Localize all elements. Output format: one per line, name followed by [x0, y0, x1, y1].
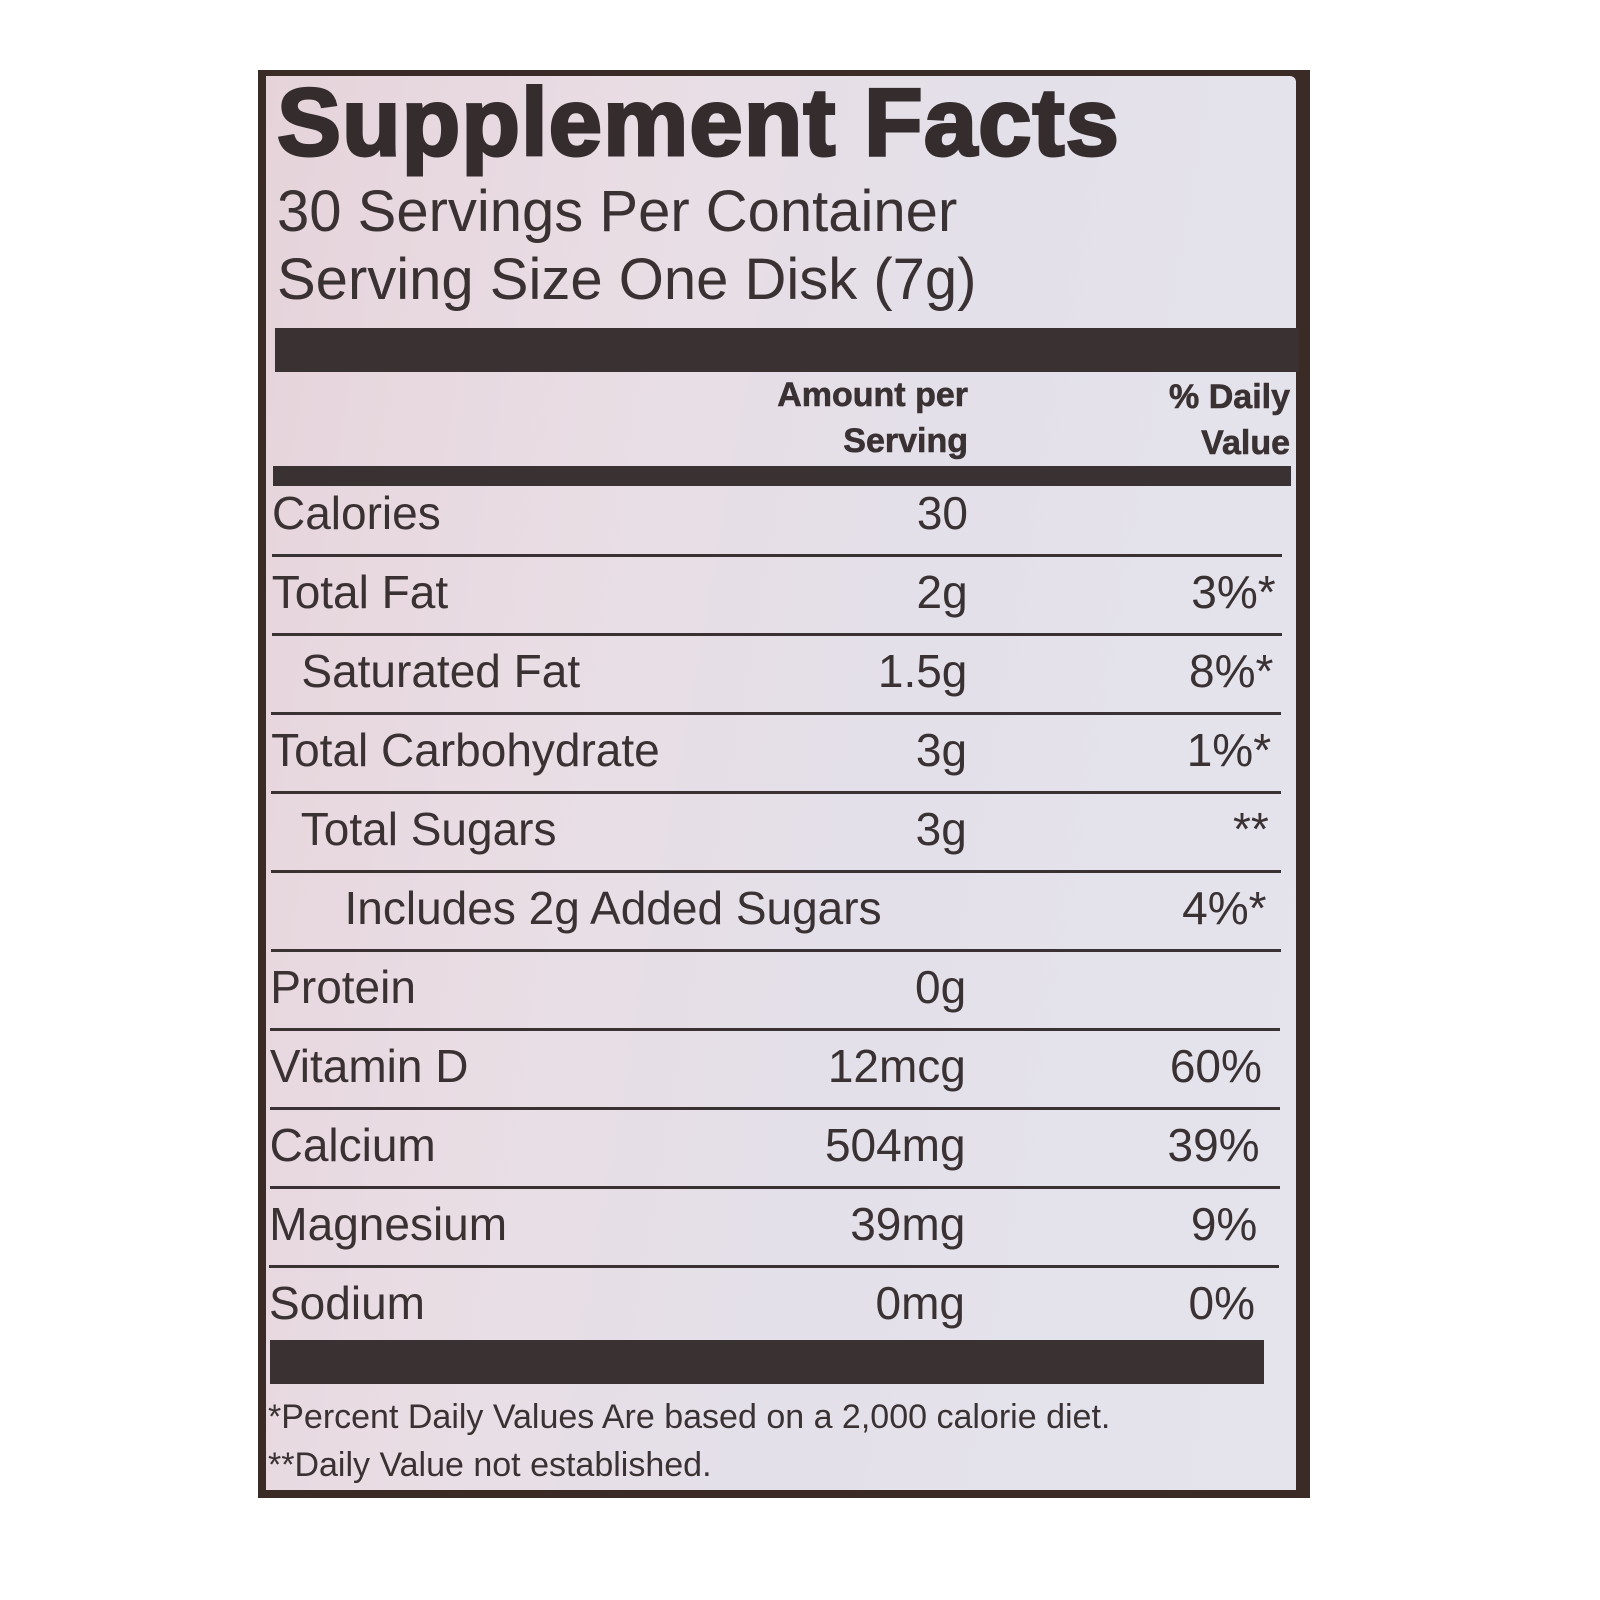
- nutrient-amount: 2g: [916, 566, 968, 618]
- nutrient-amount: 504mg: [824, 1119, 966, 1171]
- supplement-facts-panel: [266, 76, 1296, 1490]
- table-row: Protein 0g: [270, 952, 1281, 1031]
- table-row: Saturated Fat 1.5g 8%*: [271, 636, 1282, 715]
- nutrient-daily-value: 3%*: [1191, 566, 1276, 618]
- nutrient-amount: 12mcg: [827, 1040, 966, 1092]
- table-row: Includes 2g Added Sugars 4%*: [270, 873, 1281, 952]
- nutrient-daily-value: 9%: [1190, 1198, 1258, 1250]
- nutrient-name: Total Fat: [271, 566, 449, 618]
- table-row: Magnesium 39mg 9%: [269, 1189, 1280, 1268]
- table-row: Vitamin D 12mcg 60%: [269, 1031, 1280, 1110]
- nutrient-name: Vitamin D: [269, 1040, 469, 1092]
- nutrient-daily-value: 4%*: [1182, 882, 1267, 934]
- nutrient-amount: 1.5g: [877, 645, 968, 697]
- nutrient-amount: 0g: [915, 961, 967, 1013]
- nutrient-daily-value: 8%*: [1189, 645, 1274, 697]
- footnote-dv-not-established: **Daily Value not established.: [268, 1446, 712, 1484]
- nutrient-amount: 3g: [915, 724, 968, 776]
- daily-value-header: % Daily Value: [1169, 374, 1291, 466]
- header-divider: [273, 466, 1291, 486]
- nutrient-amount: 39mg: [850, 1198, 966, 1250]
- nutrient-amount: 3g: [915, 803, 967, 855]
- amount-header-line2: Serving: [843, 422, 968, 461]
- nutrient-name: Total Sugars: [300, 803, 557, 855]
- servings-per-container: 30 Servings Per Container: [277, 179, 958, 244]
- table-row: Total Carbohydrate 3g 1%*: [271, 715, 1282, 794]
- nutrient-daily-value: 60%: [1169, 1040, 1262, 1092]
- row-divider: [269, 1265, 1280, 1268]
- table-row: Total Fat 2g 3%*: [271, 557, 1282, 636]
- row-divider: [269, 1107, 1280, 1110]
- nutrient-amount: 30: [916, 487, 968, 539]
- nutrient-name: Sodium: [269, 1277, 425, 1329]
- row-divider: [271, 791, 1282, 794]
- amount-per-serving-header: Amount per Serving: [777, 372, 968, 464]
- panel-title: Supplement Facts: [276, 68, 1121, 178]
- nutrient-amount: 0mg: [875, 1277, 965, 1329]
- amount-header-line1: Amount per: [777, 376, 968, 415]
- dv-header-line1: % Daily: [1169, 378, 1291, 417]
- nutrient-daily-value: 0%: [1188, 1277, 1255, 1329]
- row-divider: [269, 1186, 1280, 1189]
- bottom-divider: [270, 1340, 1264, 1384]
- nutrient-name: Includes 2g Added Sugars: [344, 882, 882, 934]
- nutrient-name: Magnesium: [269, 1198, 508, 1250]
- nutrient-name: Calories: [272, 487, 441, 539]
- nutrient-name: Calcium: [269, 1119, 436, 1171]
- nutrient-name: Saturated Fat: [301, 645, 581, 697]
- row-divider: [271, 712, 1282, 715]
- dv-header-line2: Value: [1201, 424, 1290, 463]
- thick-divider: [275, 328, 1299, 372]
- nutrient-name: Total Carbohydrate: [271, 724, 660, 776]
- nutrient-daily-value: 1%*: [1186, 724, 1272, 776]
- row-divider: [270, 949, 1281, 952]
- row-divider: [272, 554, 1282, 557]
- row-divider: [270, 870, 1281, 873]
- nutrient-daily-value: 39%: [1167, 1119, 1260, 1171]
- row-divider: [271, 633, 1282, 636]
- table-row: Sodium 0mg 0%: [269, 1268, 1279, 1347]
- table-row: Calcium 504mg 39%: [269, 1110, 1280, 1189]
- footnote-percent-dv: *Percent Daily Values Are based on a 2,0…: [268, 1398, 1111, 1436]
- table-row: Total Sugars 3g **: [270, 794, 1281, 873]
- nutrient-daily-value: **: [1232, 803, 1269, 855]
- serving-size: Serving Size One Disk (7g): [277, 247, 977, 312]
- row-divider: [270, 1028, 1281, 1031]
- table-row: Calories 30: [272, 478, 1282, 557]
- nutrient-name: Protein: [270, 961, 416, 1013]
